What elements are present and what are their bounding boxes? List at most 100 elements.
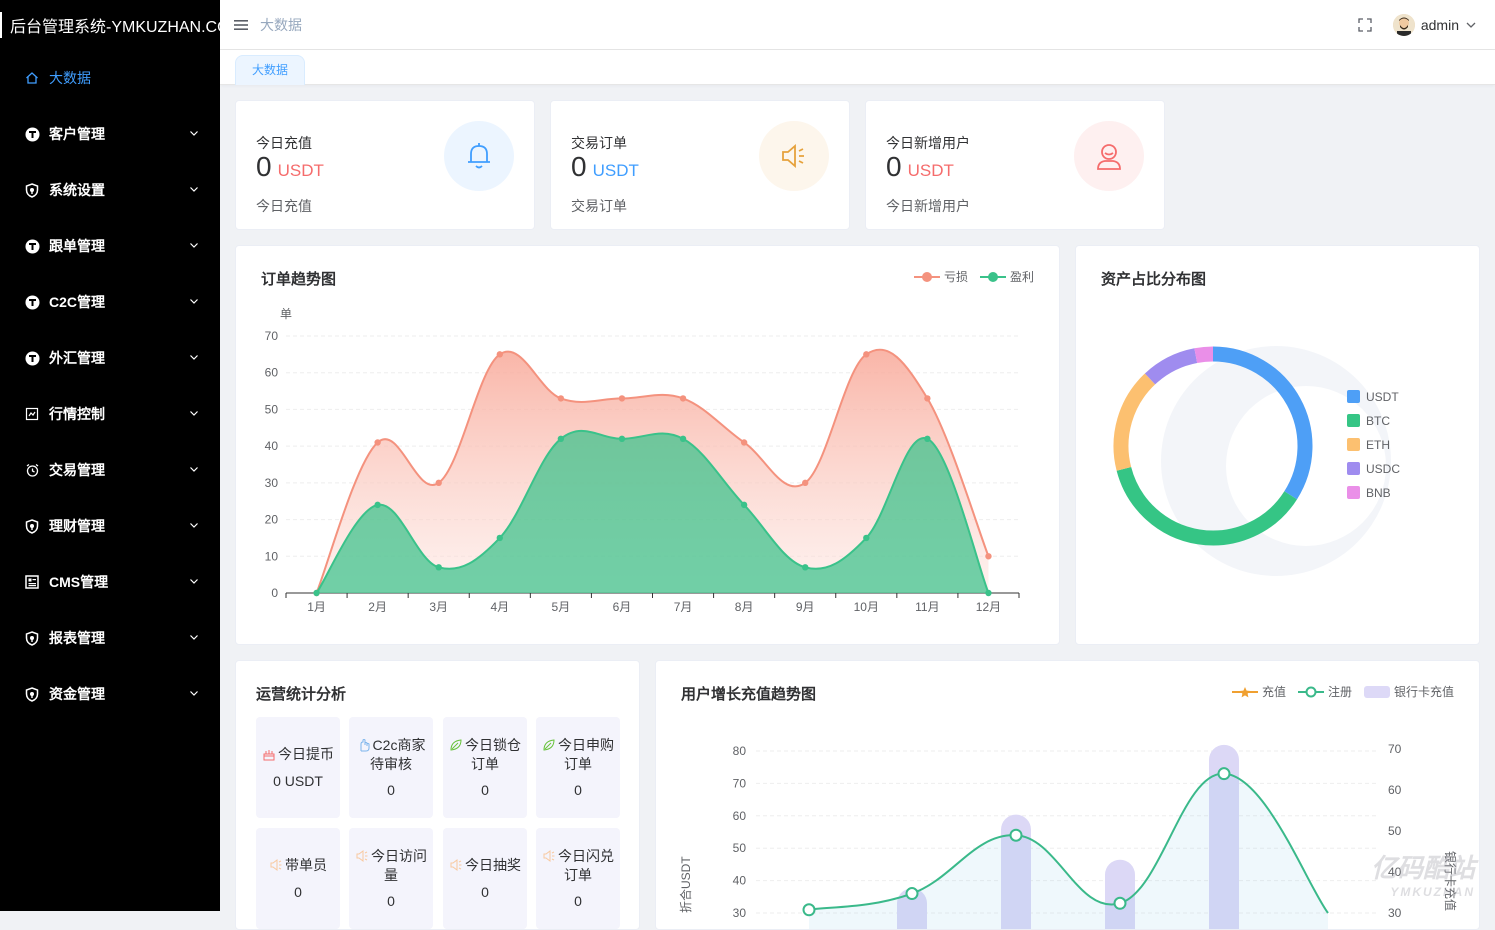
data-point[interactable] [436,564,442,570]
register-point[interactable] [1219,768,1230,779]
register-point[interactable] [804,904,815,915]
shield-icon [24,518,40,534]
avatar[interactable] [1393,14,1415,36]
donut-slice-usdc[interactable] [1150,356,1196,379]
data-point[interactable] [985,553,991,559]
y-axis-label: 单 [280,307,292,321]
sidebar-item-11[interactable]: 资金管理 [0,666,220,722]
ops-stat-box[interactable]: 今日锁仓订单 0 [443,717,527,818]
ops-stats-card: 运营统计分析 今日提币 0 USDT C2c商家待审核 0 今日锁仓订单 0 今… [235,660,640,930]
register-point[interactable] [907,888,918,899]
ops-stat-box[interactable]: 带单员 0 [256,828,340,929]
legend-label: BNB [1366,486,1391,500]
x-tick-label: 5月 [552,600,571,614]
data-point[interactable] [374,502,380,508]
ops-stat-label-text: 今日访问量 [371,848,427,883]
data-point[interactable] [924,395,930,401]
register-point[interactable] [1115,898,1126,909]
data-point[interactable] [558,395,564,401]
legend-swatch[interactable] [1347,390,1360,403]
stat-unit: USDT [278,161,324,180]
stat-title: 交易订单 [571,133,627,153]
tags-view: 大数据 [220,50,1495,85]
ops-stat-box[interactable]: 今日申购订单 0 [536,717,620,818]
tag-dashboard[interactable]: 大数据 [235,55,305,85]
legend-swatch[interactable] [1347,438,1360,451]
y-tick-label: 50 [265,402,279,416]
data-point[interactable] [680,436,686,442]
data-point[interactable] [619,395,625,401]
sidebar-item-10[interactable]: 报表管理 [0,610,220,666]
sidebar-item-6[interactable]: 行情控制 [0,386,220,442]
register-point[interactable] [1011,830,1022,841]
y-tick-label: 70 [733,776,747,790]
chevron-down-icon [188,518,200,534]
data-point[interactable] [863,351,869,357]
data-point[interactable] [313,590,319,596]
x-tick-label: 7月 [674,600,693,614]
ops-stat-label: 今日锁仓订单 [443,717,527,774]
watermark-logo: 亿码酷站 [1371,853,1475,883]
sidebar-item-4[interactable]: C2C管理 [0,274,220,330]
chevron-down-icon [188,462,200,478]
data-point[interactable] [497,535,503,541]
stat-unit: USDT [593,161,639,180]
ops-stat-box[interactable]: 今日抽奖 0 [443,828,527,929]
ops-stat-box[interactable]: 今日闪兑订单 0 [536,828,620,929]
sidebar-item-label: C2C管理 [49,292,188,312]
legend-swatch[interactable] [1347,414,1360,427]
data-point[interactable] [558,436,564,442]
donut-slice-eth[interactable] [1121,379,1150,469]
data-point[interactable] [619,436,625,442]
username[interactable]: admin [1421,17,1459,33]
sidebar-item-2[interactable]: 系统设置 [0,162,220,218]
data-point[interactable] [924,436,930,442]
ops-stats-title: 运营统计分析 [256,683,346,704]
y-tick-label: 50 [733,841,747,855]
ops-stat-label: 今日抽奖 [443,828,527,875]
sidebar-item-5[interactable]: 外汇管理 [0,330,220,386]
data-point[interactable] [863,535,869,541]
donut-slice-bnb[interactable] [1196,354,1213,356]
sidebar-item-7[interactable]: 交易管理 [0,442,220,498]
sidebar-item-8[interactable]: 理财管理 [0,498,220,554]
sidebar-item-label: 报表管理 [49,628,188,648]
data-point[interactable] [985,590,991,596]
hamburger-icon[interactable] [234,18,248,32]
sidebar-item-0[interactable]: 大数据 [0,50,220,106]
data-point[interactable] [436,480,442,486]
watermark-sub: YMKUZHAN [1371,885,1475,899]
shield-icon [24,182,40,198]
x-tick-label: 6月 [613,600,632,614]
chevron-down-icon[interactable] [1465,19,1477,31]
data-point[interactable] [680,395,686,401]
data-point[interactable] [497,351,503,357]
data-point[interactable] [802,564,808,570]
x-tick-label: 11月 [915,600,939,614]
legend-swatch[interactable] [1347,462,1360,475]
sidebar-item-9[interactable]: CMS管理 [0,554,220,610]
data-point[interactable] [741,439,747,445]
ops-stat-value: 0 [536,782,620,798]
legend-swatch[interactable] [1347,486,1360,499]
sidebar-item-3[interactable]: 跟单管理 [0,218,220,274]
sidebar-item-label: 交易管理 [49,460,188,480]
data-point[interactable] [802,480,808,486]
fullscreen-icon[interactable] [1357,17,1373,33]
ops-stat-box[interactable]: 今日访问量 0 [349,828,433,929]
stat-number: 0 [886,151,902,182]
x-tick-label: 3月 [429,600,448,614]
data-point[interactable] [741,502,747,508]
chevron-down-icon [188,294,200,310]
ops-stat-box[interactable]: 今日提币 0 USDT [256,717,340,818]
chevron-down-icon [188,686,200,702]
sidebar-item-1[interactable]: 客户管理 [0,106,220,162]
sidebar-item-label: CMS管理 [49,572,188,592]
chevron-down-icon [188,182,200,198]
ops-stat-box[interactable]: C2c商家待审核 0 [349,717,433,818]
y-tick-label: 0 [271,586,278,600]
data-point[interactable] [374,439,380,445]
